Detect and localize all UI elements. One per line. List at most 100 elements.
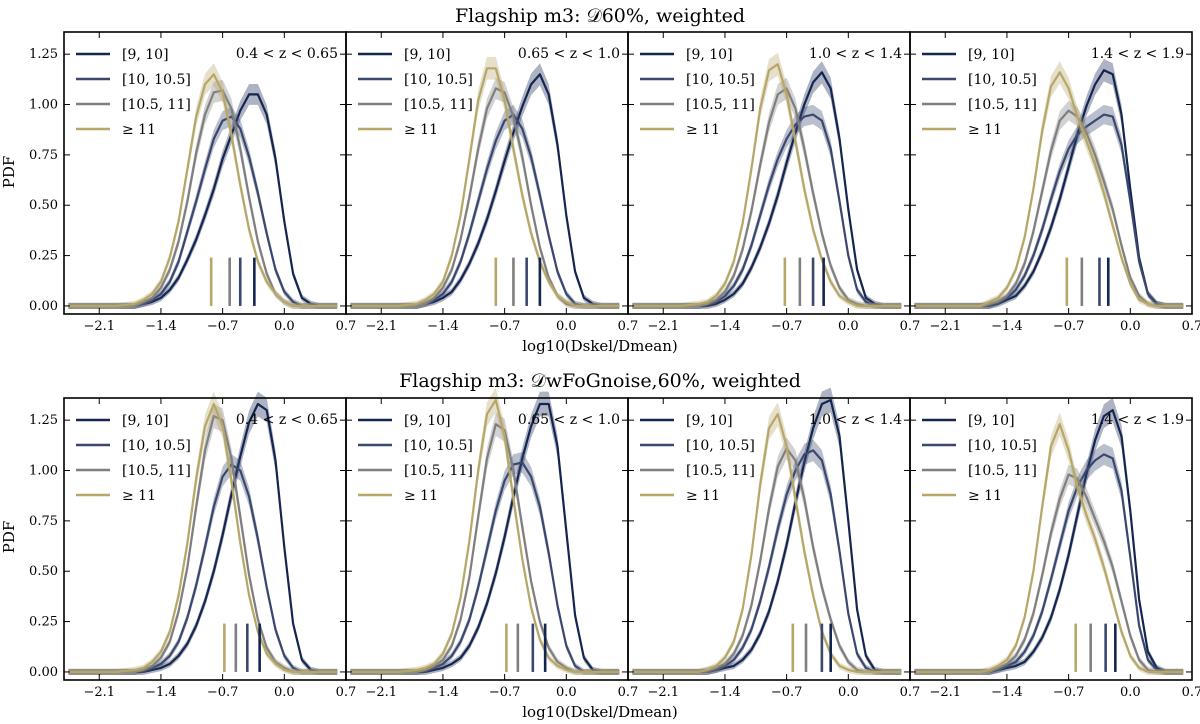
panel-bottom-3: −2.1 −1.4 −0.7 0.0 0.7 [9, 10] [10, 10.5] [10.5… [627,387,921,700]
band-10-10.5 [350,104,620,310]
x-tick-label: −1.4 [427,685,459,700]
x-tick-label: −0.7 [489,685,521,700]
x-tick-label: −0.7 [207,685,239,700]
x-tick-label: 0.7 [900,685,921,700]
legend-label-ge11: ≥ 11 [122,122,156,138]
y-tick-label: 0.50 [29,198,58,213]
panel-bottom-1: −2.1 −1.4 −0.7 0.0 0.7 0.00 0.25 0.50 0.75 1.00 1.… [29,391,356,700]
top-x-axis-label: log10(Dskel/Dmean) [522,337,678,355]
x-tick-label: −2.1 [929,685,961,700]
x-tick-label: 0.7 [618,319,639,334]
legend-label-10.5-11: [10.5, 11] [404,97,473,113]
x-tick-label: −2.1 [365,685,397,700]
bottom-x-axis-label: log10(Dskel/Dmean) [522,703,678,721]
band-10-10.5 [632,439,902,675]
legend-label-9-10: [9, 10] [686,47,733,63]
bottom-figure-title: Flagship m3: 𝒟wFoGnoise,60%, weighted [399,370,801,392]
x-tick-label: −2.1 [647,685,679,700]
panel-top-3: −2.1 −1.4 −0.7 0.0 0.7 [9, 10] [10, 10.5] [10.5… [627,31,921,334]
x-tick-label: 0.0 [1120,319,1141,334]
legend-label-10-10.5: [10, 10.5] [686,72,755,88]
y-tick-label: 1.00 [29,464,58,479]
x-tick-label: 0.0 [838,685,859,700]
y-tick-label: 1.25 [29,47,58,62]
legend-label-ge11: ≥ 11 [122,488,156,504]
x-tick-label: −0.7 [1053,685,1085,700]
series-line-10-10.5 [632,449,902,674]
x-tick-label: 0.0 [838,319,859,334]
legend-label-10.5-11: [10.5, 11] [968,463,1037,479]
x-tick-label: −0.7 [771,685,803,700]
y-tick-label: 0.75 [29,148,58,163]
panels-group: −2.1 −1.4 −0.7 0.0 0.7 0.00 0.25 0.50 0.75 1.00 1.… [29,31,1200,700]
legend-label-10.5-11: [10.5, 11] [968,97,1037,113]
x-tick-label: −1.4 [991,319,1023,334]
series-line-ge11 [632,413,902,674]
y-tick-label: 0.00 [29,665,58,680]
x-tick-label: −1.4 [709,319,741,334]
band-ge11 [68,391,338,675]
redshift-label: 1.4 < z < 1.9 [1091,46,1184,62]
x-tick-label: −1.4 [145,685,177,700]
legend-label-10-10.5: [10, 10.5] [122,72,191,88]
x-tick-label: −2.1 [365,319,397,334]
panel-frame [345,397,629,681]
legend-label-10.5-11: [10.5, 11] [686,97,755,113]
redshift-label: 0.65 < z < 1.0 [518,46,620,62]
redshift-label: 0.4 < z < 0.65 [236,46,338,62]
redshift-label: 1.4 < z < 1.9 [1091,412,1184,428]
band-ge11 [68,63,338,310]
series-line-10-10.5 [632,113,902,307]
redshift-label: 1.0 < z < 1.4 [809,412,902,428]
x-tick-label: 0.7 [336,319,357,334]
redshift-label: 1.0 < z < 1.4 [809,46,902,62]
legend-label-10-10.5: [10, 10.5] [968,72,1037,88]
redshift-label: 0.65 < z < 1.0 [518,412,620,428]
top-figure-title: Flagship m3: 𝒟60%, weighted [455,5,745,27]
x-tick-label: −2.1 [929,319,961,334]
series-line-ge11 [350,67,620,307]
band-ge11 [632,52,902,309]
x-tick-label: −2.1 [647,319,679,334]
series-line-ge11 [350,398,620,674]
legend-label-ge11: ≥ 11 [404,122,438,138]
band-10.5-11 [350,77,620,309]
panel-bottom-4: −2.1 −1.4 −0.7 0.0 0.7 [9, 10] [10, 10.5] [10.5… [909,397,1200,700]
legend-label-10-10.5: [10, 10.5] [122,438,191,454]
series-line-10.5-11 [350,87,620,307]
legend-label-10-10.5: [10, 10.5] [404,438,473,454]
x-tick-label: −2.1 [83,685,115,700]
series-line-ge11 [68,73,338,307]
x-tick-label: −0.7 [489,319,521,334]
x-tick-label: 0.7 [1182,319,1200,334]
series-line-10-10.5 [914,453,1184,674]
legend-label-9-10: [9, 10] [122,47,169,63]
x-tick-label: 0.0 [274,685,295,700]
x-tick-label: −0.7 [207,319,239,334]
x-tick-label: −2.1 [83,319,115,334]
redshift-label: 0.4 < z < 0.65 [236,412,338,428]
series-line-ge11 [68,402,338,674]
x-tick-label: −1.4 [709,685,741,700]
y-tick-label: 0.50 [29,564,58,579]
band-9-10 [914,397,1184,675]
x-tick-label: 0.0 [1120,685,1141,700]
legend-label-10-10.5: [10, 10.5] [968,438,1037,454]
y-tick-label: 1.25 [29,413,58,428]
panel-top-2: −2.1 −1.4 −0.7 0.0 0.7 [9, 10] [10, 10.5] [10.5… [345,31,639,334]
legend-label-ge11: ≥ 11 [968,488,1002,504]
y-tick-label: 0.25 [29,249,58,264]
x-tick-label: −1.4 [145,319,177,334]
legend-label-ge11: ≥ 11 [686,122,720,138]
x-tick-label: 0.7 [618,685,639,700]
legend-label-ge11: ≥ 11 [968,122,1002,138]
series-line-10.5-11 [632,447,902,674]
x-tick-label: 0.7 [900,319,921,334]
y-tick-label: 0.25 [29,615,58,630]
panel-top-1: −2.1 −1.4 −0.7 0.0 0.7 0.00 0.25 0.50 0.75 1.00 1.… [29,31,357,334]
legend-label-10.5-11: [10.5, 11] [122,463,191,479]
x-tick-label: −1.4 [427,319,459,334]
x-tick-label: −0.7 [771,319,803,334]
legend-label-10.5-11: [10.5, 11] [122,97,191,113]
